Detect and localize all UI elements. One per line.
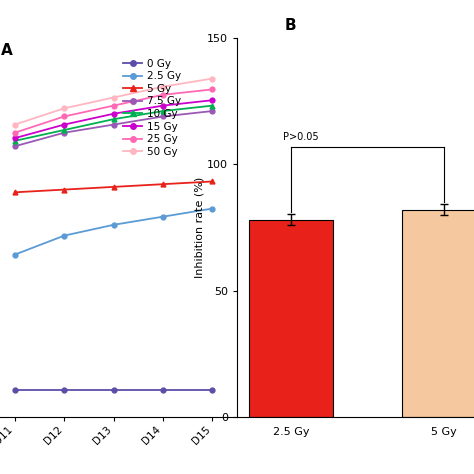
Line: 7.5 Gy: 7.5 Gy xyxy=(12,109,215,149)
2.5 Gy xyxy=(160,214,166,219)
2.5 Gy xyxy=(61,233,67,238)
25 Gy xyxy=(210,87,215,92)
0 Gy xyxy=(12,387,18,393)
10 Gy xyxy=(111,116,117,122)
0 Gy xyxy=(160,387,166,393)
25 Gy xyxy=(160,92,166,98)
10 Gy xyxy=(210,103,215,109)
5 Gy xyxy=(12,190,18,195)
25 Gy xyxy=(111,103,117,109)
Bar xyxy=(249,220,333,417)
Legend: 0 Gy, 2.5 Gy, 5 Gy, 7.5 Gy, 10 Gy, 15 Gy, 25 Gy, 50 Gy: 0 Gy, 2.5 Gy, 5 Gy, 7.5 Gy, 10 Gy, 15 Gy… xyxy=(119,55,185,161)
Bar xyxy=(402,210,474,417)
15 Gy xyxy=(12,135,18,141)
7.5 Gy xyxy=(160,114,166,119)
50 Gy xyxy=(210,76,215,82)
Line: 2.5 Gy: 2.5 Gy xyxy=(12,206,215,257)
15 Gy xyxy=(210,97,215,103)
2.5 Gy xyxy=(12,252,18,257)
10 Gy xyxy=(12,138,18,144)
15 Gy xyxy=(111,111,117,117)
Line: 5 Gy: 5 Gy xyxy=(12,179,215,195)
Line: 25 Gy: 25 Gy xyxy=(12,87,215,135)
50 Gy xyxy=(111,95,117,100)
Line: 10 Gy: 10 Gy xyxy=(12,103,215,143)
50 Gy xyxy=(160,84,166,90)
7.5 Gy xyxy=(61,130,67,136)
15 Gy xyxy=(160,103,166,109)
5 Gy xyxy=(160,182,166,187)
25 Gy xyxy=(61,114,67,119)
50 Gy xyxy=(61,106,67,111)
2.5 Gy xyxy=(210,206,215,211)
Line: 0 Gy: 0 Gy xyxy=(12,388,215,392)
Text: P>0.05: P>0.05 xyxy=(283,132,319,142)
0 Gy xyxy=(61,387,67,393)
5 Gy xyxy=(61,187,67,192)
Line: 15 Gy: 15 Gy xyxy=(12,98,215,141)
50 Gy xyxy=(12,122,18,128)
25 Gy xyxy=(12,130,18,136)
Text: A: A xyxy=(1,43,13,58)
7.5 Gy xyxy=(12,144,18,149)
5 Gy xyxy=(210,179,215,184)
Y-axis label: Inhibition rate (%): Inhibition rate (%) xyxy=(194,177,204,278)
10 Gy xyxy=(160,108,166,114)
7.5 Gy xyxy=(210,108,215,114)
5 Gy xyxy=(111,184,117,190)
10 Gy xyxy=(61,127,67,133)
2.5 Gy xyxy=(111,222,117,228)
0 Gy xyxy=(210,387,215,393)
7.5 Gy xyxy=(111,122,117,128)
0 Gy xyxy=(111,387,117,393)
Line: 50 Gy: 50 Gy xyxy=(12,76,215,127)
Text: B: B xyxy=(285,18,297,33)
15 Gy xyxy=(61,122,67,128)
